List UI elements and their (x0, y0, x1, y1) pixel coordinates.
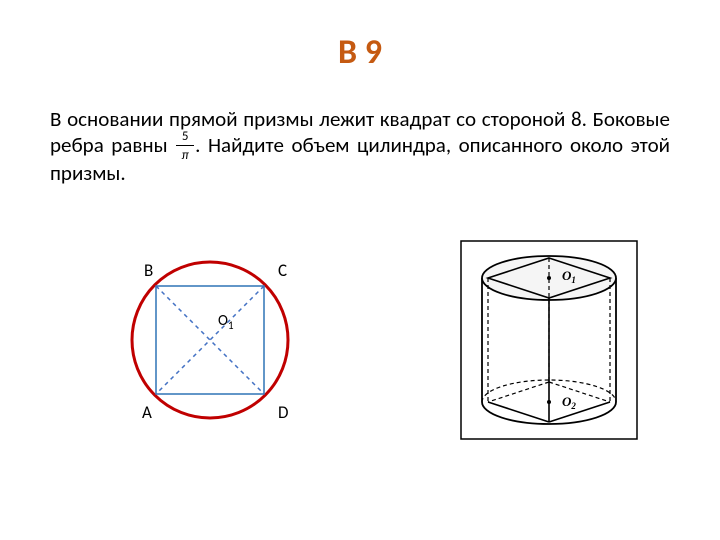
vertex-b-label: B (144, 260, 153, 281)
figures-row: B C A D O1 (0, 230, 720, 490)
problem-line2b: . Найдите объем цилиндра, (195, 132, 451, 158)
right-diagram-svg: O1 O2 (460, 240, 638, 440)
problem-text: В основании прямой призмы лежит квадрат … (50, 106, 670, 186)
vertex-d-label: D (278, 402, 288, 423)
problem-line1: В основании прямой призмы лежит квадрат … (50, 106, 587, 132)
figure-cylinder-prism: O1 O2 (460, 240, 640, 440)
o1-dot (547, 276, 551, 280)
fraction-icon: 5π (175, 134, 195, 160)
figure-square-in-circle: B C A D O1 (100, 230, 320, 450)
center-o1-label: O1 (218, 312, 234, 332)
o2-dot (547, 400, 551, 404)
vertex-a-label: A (142, 402, 152, 423)
vertex-c-label: C (278, 260, 287, 281)
slide: В 9 В основании прямой призмы лежит квад… (0, 0, 720, 540)
problem-title: В 9 (0, 32, 720, 73)
